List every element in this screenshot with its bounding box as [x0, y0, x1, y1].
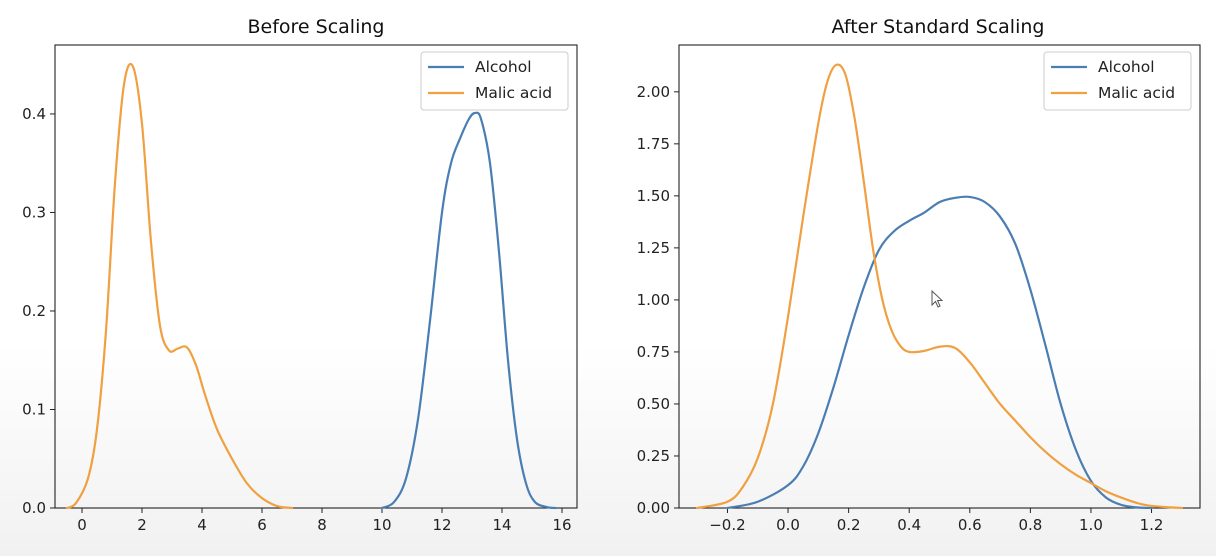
x-tick-label: 14 — [492, 516, 511, 534]
x-tick-label: 0 — [77, 516, 87, 534]
x-axis: −0.2 0.0 0.2 0.4 0.6 0.8 1.0 1.2 — [709, 508, 1163, 534]
mouse-pointer-icon — [931, 289, 944, 308]
x-tick-label: 2 — [137, 516, 147, 534]
y-tick-label: 2.00 — [637, 83, 670, 101]
series-line-alcohol — [380, 111, 558, 510]
series-layer — [696, 63, 1183, 510]
y-tick-label: 0.1 — [22, 400, 46, 418]
chart-after-standard-scaling: After Standard Scaling −0.2 0.0 0.2 0.4 0.6 0… — [637, 16, 1201, 534]
x-tick-label: 16 — [552, 516, 571, 534]
y-axis: 0.00 0.25 0.50 0.75 1.00 1.25 1.50 1.75 2.00 — [637, 83, 679, 517]
y-tick-label: 0.3 — [22, 203, 46, 221]
series-layer — [65, 62, 558, 510]
series-line-malic-acid — [696, 63, 1183, 510]
x-tick-label: −0.2 — [709, 516, 745, 534]
x-axis: 0 2 4 6 8 10 12 14 16 — [77, 508, 572, 534]
legend-label-alcohol: Alcohol — [1098, 58, 1155, 76]
y-tick-label: 0.25 — [637, 447, 670, 465]
legend-label-malic-acid: Malic acid — [1098, 84, 1175, 102]
x-tick-label: 1.2 — [1140, 516, 1164, 534]
x-tick-label: 8 — [317, 516, 327, 534]
x-tick-label: 0.4 — [897, 516, 921, 534]
legend-label-alcohol: Alcohol — [475, 58, 532, 76]
y-tick-label: 1.50 — [637, 187, 670, 205]
plot-frame — [54, 44, 578, 509]
y-tick-label: 0.75 — [637, 343, 670, 361]
y-axis: 0.0 0.1 0.2 0.3 0.4 — [22, 105, 55, 517]
y-tick-label: 0.2 — [22, 302, 46, 320]
x-tick-label: 10 — [372, 516, 391, 534]
y-tick-label: 0.50 — [637, 395, 670, 413]
chart-title: After Standard Scaling — [832, 16, 1045, 38]
series-line-alcohol — [726, 195, 1153, 510]
y-tick-label: 1.25 — [637, 239, 670, 257]
chart-title: Before Scaling — [248, 16, 385, 38]
x-tick-label: 6 — [257, 516, 267, 534]
x-tick-label: 0.6 — [958, 516, 982, 534]
y-tick-label: 0.4 — [22, 105, 46, 123]
x-tick-label: 12 — [432, 516, 451, 534]
plot-frame — [678, 44, 1201, 509]
x-tick-label: 0.0 — [776, 516, 800, 534]
chart-before-scaling: Before Scaling 0 2 4 6 8 10 12 14 16 0.00.10.20.… — [22, 16, 578, 534]
x-tick-label: 0.8 — [1018, 516, 1042, 534]
legend-label-malic-acid: Malic acid — [475, 84, 552, 102]
y-tick-label: 0.0 — [22, 499, 46, 517]
y-tick-label: 1.00 — [637, 291, 670, 309]
legend: Alcohol Malic acid — [420, 51, 569, 111]
y-tick-label: 1.75 — [637, 135, 670, 153]
y-tick-label: 0.00 — [637, 499, 670, 517]
x-tick-label: 0.2 — [837, 516, 861, 534]
series-line-malic-acid — [65, 62, 294, 510]
x-tick-label: 4 — [197, 516, 207, 534]
legend: Alcohol Malic acid — [1043, 51, 1192, 111]
x-tick-label: 1.0 — [1079, 516, 1103, 534]
